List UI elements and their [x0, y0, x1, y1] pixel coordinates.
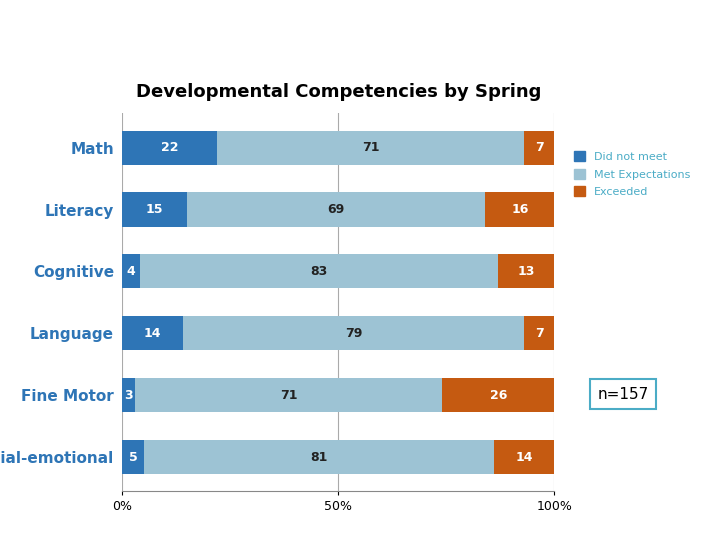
Text: 4: 4	[127, 265, 135, 278]
Bar	[135, 378, 442, 413]
Bar	[140, 254, 498, 288]
Bar	[187, 192, 485, 227]
Text: 81: 81	[310, 451, 328, 464]
Text: 83: 83	[310, 265, 328, 278]
Bar	[485, 192, 554, 227]
Text: 71: 71	[362, 141, 379, 154]
Bar	[122, 254, 140, 288]
Title: Developmental Competencies by Spring: Developmental Competencies by Spring	[135, 83, 541, 101]
Text: 79: 79	[345, 327, 362, 340]
Bar	[494, 440, 554, 474]
Bar	[183, 316, 524, 350]
Text: n=157: n=157	[597, 387, 649, 402]
Text: 5: 5	[129, 451, 138, 464]
Text: 71: 71	[280, 389, 297, 402]
Text: 16: 16	[511, 203, 528, 216]
Text: 26: 26	[490, 389, 507, 402]
Text: 3: 3	[125, 389, 133, 402]
Bar	[122, 378, 135, 413]
Text: 22: 22	[161, 141, 179, 154]
Text: 14: 14	[516, 451, 533, 464]
Bar	[122, 192, 187, 227]
Text: 13: 13	[518, 265, 535, 278]
Legend: Did not meet, Met Expectations, Exceeded: Did not meet, Met Expectations, Exceeded	[575, 151, 690, 197]
Bar	[524, 316, 554, 350]
Text: 7: 7	[535, 141, 544, 154]
Text: 15: 15	[146, 203, 163, 216]
Bar	[217, 131, 524, 165]
Bar	[122, 131, 217, 165]
Text: 69: 69	[328, 203, 345, 216]
Bar	[498, 254, 554, 288]
Bar	[442, 378, 554, 413]
Bar	[524, 131, 554, 165]
Bar	[122, 316, 183, 350]
Text: 14: 14	[144, 327, 161, 340]
Bar	[144, 440, 494, 474]
Text: 7: 7	[535, 327, 544, 340]
Text: What were the developmental outcomes by Spring?: What were the developmental outcomes by …	[11, 25, 661, 45]
Bar	[122, 440, 144, 474]
